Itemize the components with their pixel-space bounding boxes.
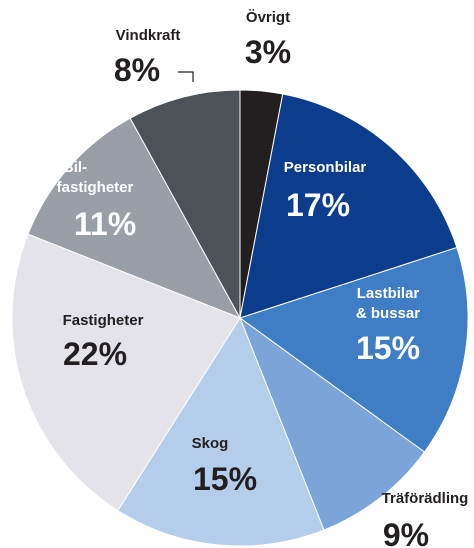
slice-label: Lastbilar & bussar [356,285,420,322]
label-line: Träförädling [382,490,469,507]
slice-value-label: 17% [286,187,350,223]
leader-line [178,71,194,82]
slice-label: Träförädling [382,490,469,507]
label-line: fastigheter [57,179,134,196]
label-line: Övrigt [246,9,290,26]
pie-slice [129,89,241,319]
pie-slice [238,316,426,531]
label-line: Fastigheter [63,312,144,329]
slice-value-label: 15% [193,461,257,497]
slice-label: Vindkraft [116,27,181,44]
slice-label: Personbilar [284,159,367,176]
slice-label: Bil-fastigheter [57,159,134,196]
slice-value-label: 8% [114,52,160,88]
slice-label: Skog [192,435,229,452]
label-line: Personbilar [284,159,367,176]
label-line: Vindkraft [116,27,181,44]
label-line: Bil- [63,159,87,176]
slice-value-label: 15% [356,330,420,366]
pie-slice [238,246,469,453]
pie-slice [239,93,458,319]
slice-value-label: 11% [74,206,136,242]
pie-slice [11,233,241,512]
label-line: & bussar [356,305,420,322]
slice-label: Övrigt [246,9,290,26]
pie-slice [117,316,325,547]
slice-value-label: 3% [245,34,291,70]
pie-slice [27,117,242,319]
slice-label: Fastigheter [63,312,144,329]
slice-value-label: 9% [383,517,429,548]
label-line: Skog [192,435,229,452]
label-line: Lastbilar [357,285,420,302]
slice-value-label: 22% [63,336,127,372]
